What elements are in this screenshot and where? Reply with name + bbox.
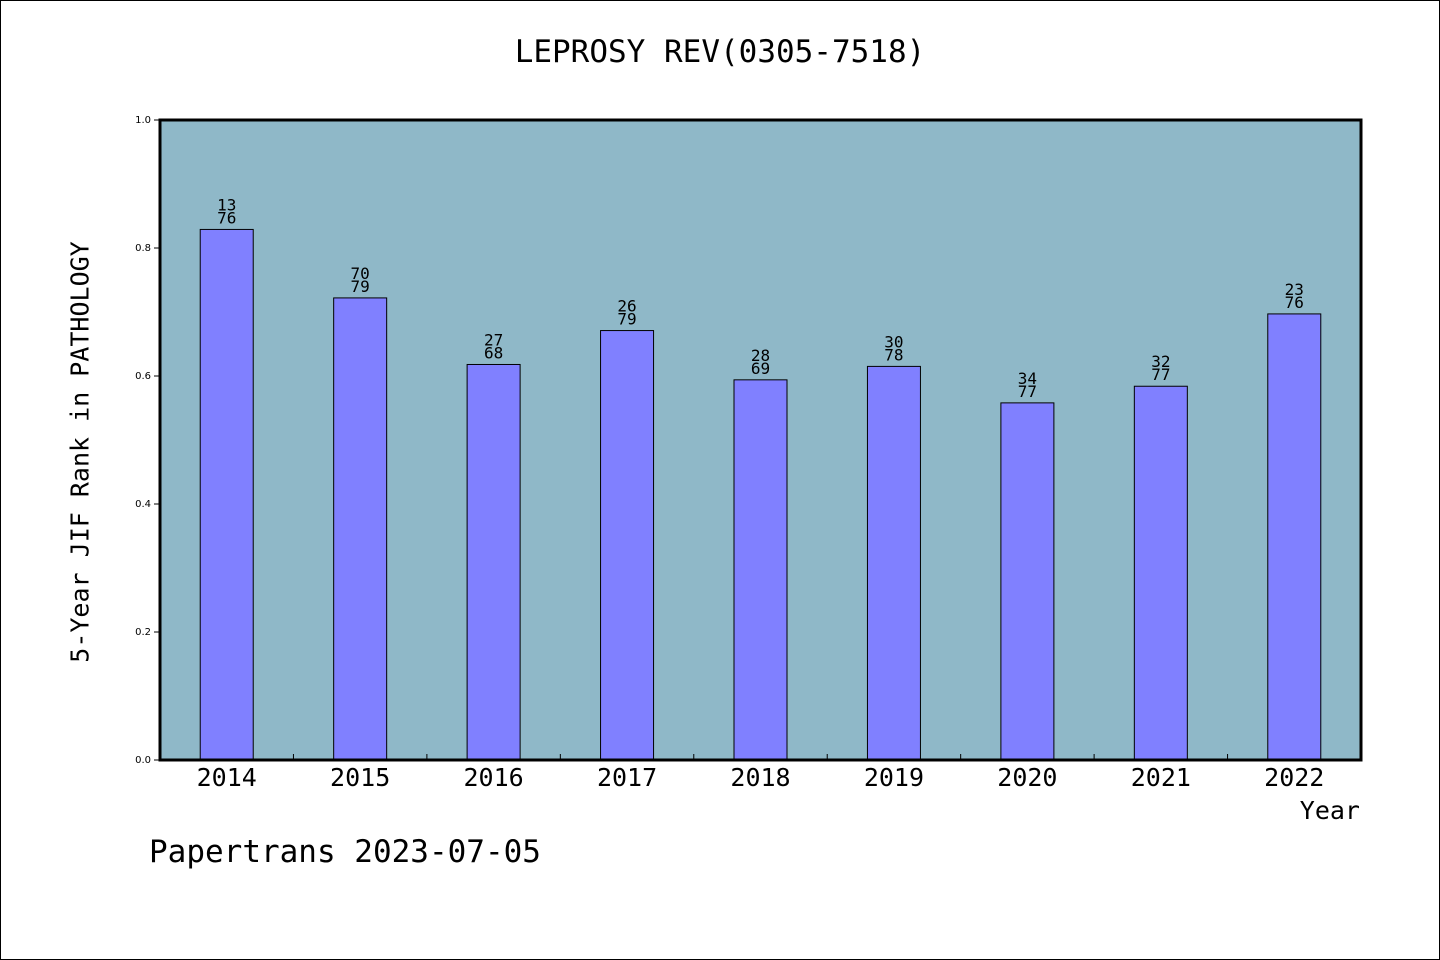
bar-2014 — [199, 228, 254, 761]
bar-label-rank-2014: 13 — [217, 195, 236, 214]
bar-2020 — [1000, 402, 1055, 761]
bar-label-rank-2020: 34 — [1018, 369, 1037, 388]
bar-label-total-2020: 77 — [1018, 382, 1037, 401]
y-tick-label: 0.2 — [135, 627, 151, 638]
x-tick-label-2018: 2018 — [730, 763, 790, 792]
y-tick-label: 0.4 — [135, 499, 151, 510]
y-tick-label: 0.0 — [135, 755, 151, 766]
x-axis-label: Year — [1299, 796, 1360, 825]
bar-label-total-2014: 76 — [217, 208, 236, 227]
bar-2017 — [600, 330, 655, 761]
bar-label-rank-2022: 23 — [1285, 280, 1304, 299]
bar-label-total-2017: 79 — [617, 310, 636, 329]
chart-title: LEPROSY REV(0305-7518) — [514, 34, 926, 70]
bar-label-total-2019: 78 — [884, 345, 903, 364]
bar-label-total-2021: 77 — [1151, 365, 1170, 384]
y-tick-label: 0.8 — [135, 243, 151, 254]
bar-label-total-2018: 69 — [751, 359, 770, 378]
bar-label-rank-2016: 27 — [484, 330, 503, 349]
x-tick-label-2014: 2014 — [197, 763, 257, 792]
bar-2019 — [866, 365, 921, 761]
x-tick-label-2017: 2017 — [597, 763, 657, 792]
x-tick-label-2019: 2019 — [864, 763, 924, 792]
footer-text: Papertrans 2023-07-05 — [149, 834, 541, 870]
bar-2021 — [1133, 385, 1188, 761]
x-tick-label-2022: 2022 — [1264, 763, 1324, 792]
y-tick-label: 1.0 — [135, 115, 151, 126]
bar-label-total-2022: 76 — [1285, 293, 1304, 312]
x-tick-label-2020: 2020 — [997, 763, 1057, 792]
bar-label-rank-2017: 26 — [617, 297, 636, 316]
bar-label-rank-2021: 32 — [1151, 352, 1170, 371]
bar-label-total-2015: 79 — [351, 277, 370, 296]
bar-2016 — [466, 363, 521, 761]
bar-label-total-2016: 68 — [484, 343, 503, 362]
bar-2018 — [733, 379, 788, 761]
plot-border — [158, 118, 1363, 762]
x-tick-label-2015: 2015 — [330, 763, 390, 792]
bar-2015 — [333, 297, 388, 761]
bar-label-rank-2018: 28 — [751, 346, 770, 365]
bar-label-rank-2019: 30 — [884, 332, 903, 351]
y-tick-label: 0.6 — [135, 371, 151, 382]
bar-label-rank-2015: 70 — [351, 264, 370, 283]
bar-2022 — [1267, 313, 1322, 761]
x-tick-label-2021: 2021 — [1131, 763, 1191, 792]
y-axis-label-text: 5-Year JIF Rank in PATHOLOGY — [65, 241, 95, 663]
x-tick-label-2016: 2016 — [464, 763, 524, 792]
